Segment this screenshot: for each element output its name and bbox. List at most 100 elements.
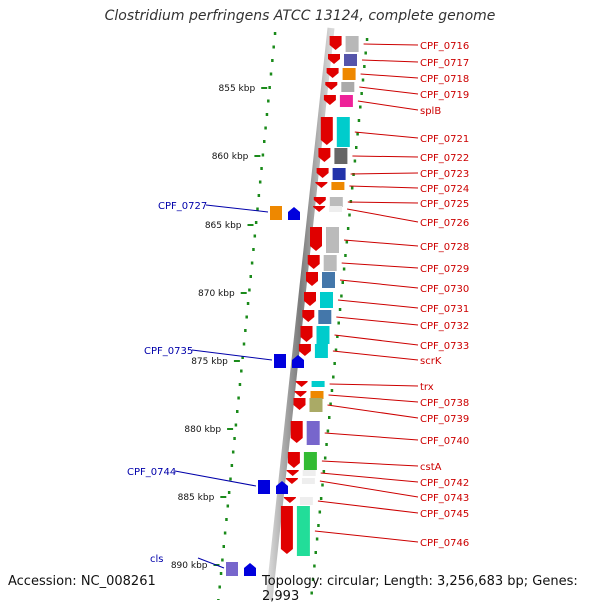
gene-product-box-reverse[interactable]: [258, 480, 270, 494]
ruler-dot: [267, 99, 270, 103]
gene-product-box[interactable]: [303, 452, 317, 470]
gene-arrow-forward[interactable]: [287, 452, 300, 468]
gene-label-forward[interactable]: scrK: [420, 356, 442, 367]
gene-product-box[interactable]: [345, 36, 359, 52]
gene-arrow-forward[interactable]: [280, 506, 293, 554]
gene-arrow-forward[interactable]: [313, 206, 326, 212]
gene-arrow-forward[interactable]: [306, 272, 318, 286]
gene-label-forward[interactable]: CPF_0725: [420, 199, 469, 210]
gene-product-box[interactable]: [311, 381, 325, 387]
gene-label-forward[interactable]: CPF_0721: [420, 134, 469, 145]
gene-arrow-forward[interactable]: [295, 381, 308, 387]
gene-product-box[interactable]: [301, 478, 315, 484]
gene-label-forward[interactable]: CPF_0743: [420, 493, 469, 504]
gene-product-box[interactable]: [296, 506, 310, 556]
gene-product-box[interactable]: [318, 310, 332, 324]
gene-arrow-forward[interactable]: [307, 255, 320, 269]
gene-product-box[interactable]: [339, 95, 353, 107]
gene-product-box[interactable]: [334, 148, 348, 164]
gene-arrow-forward[interactable]: [313, 197, 326, 205]
gene-product-box[interactable]: [342, 68, 356, 80]
gene-label-reverse[interactable]: CPF_0727: [158, 201, 207, 212]
ruler-dot: [265, 113, 269, 116]
gene-product-box[interactable]: [316, 326, 330, 344]
gene-arrow-forward[interactable]: [298, 344, 311, 356]
gene-product-box[interactable]: [314, 344, 328, 358]
gene-label-forward[interactable]: CPF_0740: [420, 436, 469, 447]
gene-label-forward[interactable]: CPF_0739: [420, 414, 469, 425]
gene-arrow-reverse[interactable]: [244, 563, 256, 576]
gene-product-box[interactable]: [310, 391, 324, 399]
gene-arrow-forward[interactable]: [318, 148, 331, 162]
gene-product-box[interactable]: [329, 197, 343, 207]
gene-arrow-forward[interactable]: [286, 470, 299, 476]
gene-product-box[interactable]: [336, 117, 350, 147]
gene-arrow-forward[interactable]: [315, 182, 328, 188]
gene-label-forward[interactable]: CPF_0724: [420, 184, 469, 195]
gene-product-box[interactable]: [323, 255, 337, 271]
gene-product-box[interactable]: [344, 54, 357, 66]
gene-product-box-reverse[interactable]: [274, 354, 286, 368]
gene-arrow-forward[interactable]: [294, 391, 307, 397]
ruler-dot: [240, 369, 243, 373]
gene-product-box[interactable]: [309, 398, 323, 412]
gene-leader-line: [361, 59, 419, 63]
gene-product-box[interactable]: [299, 497, 313, 505]
gene-arrow-forward[interactable]: [328, 54, 340, 64]
gene-arrow-reverse[interactable]: [288, 207, 300, 220]
gene-arrow-forward[interactable]: [293, 398, 306, 410]
gene-label-forward[interactable]: CPF_0731: [420, 304, 469, 315]
gene-label-forward[interactable]: CPF_0722: [420, 153, 469, 164]
gene-label-forward[interactable]: splB: [420, 106, 441, 117]
gene-arrow-forward[interactable]: [290, 421, 303, 443]
gene-arrow-forward[interactable]: [302, 310, 315, 322]
gene-label-forward[interactable]: trx: [420, 382, 434, 393]
gene-arrow-forward[interactable]: [325, 82, 338, 90]
gene-arrow-forward[interactable]: [329, 36, 342, 50]
gene-product-box[interactable]: [329, 206, 343, 212]
gene-product-box-reverse[interactable]: [226, 562, 238, 576]
gene-product-box[interactable]: [341, 82, 355, 92]
gene-label-forward[interactable]: CPF_0728: [420, 242, 469, 253]
gene-label-forward[interactable]: CPF_0742: [420, 478, 469, 489]
gene-product-box-reverse[interactable]: [270, 206, 282, 220]
ruler-dot: [223, 531, 227, 535]
gene-label-forward[interactable]: CPF_0746: [420, 538, 469, 549]
gene-arrow-reverse[interactable]: [292, 355, 304, 368]
gene-product-box[interactable]: [306, 421, 320, 445]
gene-label-forward[interactable]: CPF_0738: [420, 398, 469, 409]
gene-label-forward[interactable]: CPF_0730: [420, 284, 469, 295]
gene-product-box[interactable]: [332, 168, 346, 180]
gene-arrow-forward[interactable]: [320, 117, 333, 145]
gene-product-box[interactable]: [302, 470, 316, 476]
gene-label-forward[interactable]: CPF_0717: [420, 58, 469, 69]
gene-product-box[interactable]: [322, 272, 335, 288]
gene-product-box[interactable]: [331, 182, 345, 190]
gene-arrow-forward[interactable]: [304, 292, 316, 306]
gene-label-forward[interactable]: CPF_0716: [420, 41, 469, 52]
gene-label-forward[interactable]: CPF_0719: [420, 90, 469, 101]
gene-arrow-forward[interactable]: [316, 168, 329, 178]
gene-arrow-reverse[interactable]: [276, 481, 288, 494]
gene-label-forward[interactable]: CPF_0729: [420, 264, 469, 275]
gene-product-box[interactable]: [326, 227, 339, 253]
gene-label-reverse[interactable]: cls: [150, 554, 164, 565]
gene-label-forward[interactable]: cstA: [420, 462, 442, 473]
gene-arrow-forward[interactable]: [310, 227, 322, 251]
gene-label-forward[interactable]: CPF_0733: [420, 341, 469, 352]
gene-label-forward[interactable]: CPF_0726: [420, 218, 469, 229]
gene-arrow-forward[interactable]: [285, 478, 298, 484]
gene-arrow-forward[interactable]: [323, 95, 336, 105]
track-dot: [319, 497, 323, 500]
gene-label-forward[interactable]: CPF_0732: [420, 321, 469, 332]
gene-label-reverse[interactable]: CPF_0735: [144, 346, 193, 357]
gene-arrow-forward[interactable]: [300, 326, 313, 342]
gene-label-forward[interactable]: CPF_0745: [420, 509, 469, 520]
gene-arrow-forward[interactable]: [326, 68, 339, 78]
gene-label-forward[interactable]: CPF_0723: [420, 169, 469, 180]
gene-product-box[interactable]: [320, 292, 333, 308]
gene-label-reverse[interactable]: CPF_0744: [127, 467, 176, 478]
gene-leader-line: [191, 349, 273, 361]
gene-label-forward[interactable]: CPF_0718: [420, 74, 469, 85]
gene-arrow-forward[interactable]: [283, 497, 296, 503]
